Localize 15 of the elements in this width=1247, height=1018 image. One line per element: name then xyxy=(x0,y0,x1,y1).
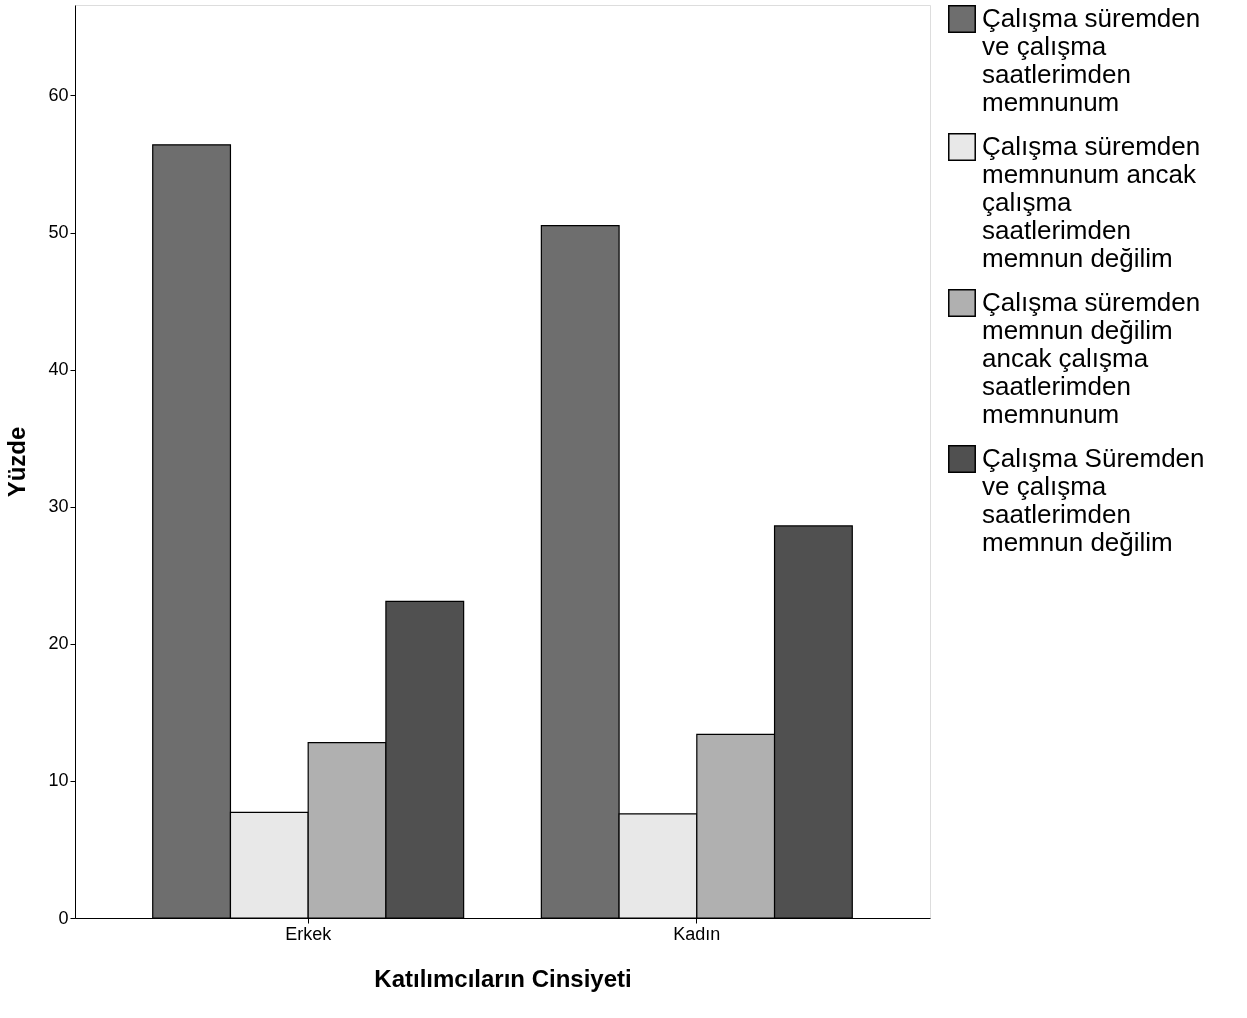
y-tick-label: 10 xyxy=(48,770,69,791)
x-tick-label: Kadın xyxy=(673,923,721,944)
y-tick-label: 30 xyxy=(48,496,69,517)
y-tick-label: 0 xyxy=(58,907,69,928)
legend-label: Çalışma süremden memnunum ancak çalışma saatlerimden memnun değilim xyxy=(982,131,1201,273)
legend-label: Çalışma süremden ve çalışma saatlerimden memnunum xyxy=(982,3,1201,117)
y-tick-label: 20 xyxy=(48,633,69,654)
y-tick-label: 60 xyxy=(48,84,69,105)
y-axis-title: Yüzde xyxy=(3,426,31,498)
legend-label: Çalışma Süremden ve çalışma saatlerimden memnun değilim xyxy=(982,443,1205,557)
y-tick-label: 40 xyxy=(48,359,69,380)
x-axis-title: Katılımcıların Cinsiyeti xyxy=(374,964,632,992)
x-tick-label: Erkek xyxy=(285,923,333,944)
legend-label: Çalışma süremden memnun değilim ancak çalışma saatlerimden memnunum xyxy=(982,287,1201,429)
y-tick-label: 50 xyxy=(48,222,69,243)
